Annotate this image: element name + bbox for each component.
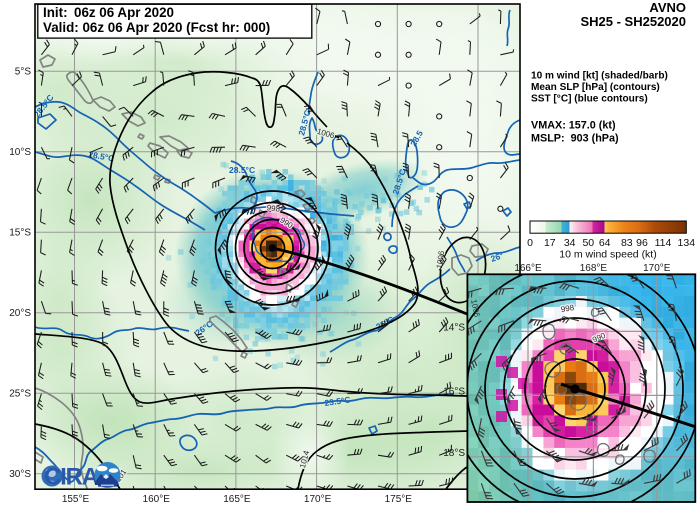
svg-text:10°S: 10°S <box>9 147 31 158</box>
svg-text:20°S: 20°S <box>9 308 31 319</box>
svg-text:18°S: 18°S <box>443 448 465 459</box>
svg-text:28.5°C: 28.5°C <box>532 178 546 205</box>
svg-text:166°E: 166°E <box>514 263 542 274</box>
svg-text:5°S: 5°S <box>15 67 32 78</box>
svg-text:SST [°C] (blue contours): SST [°C] (blue contours) <box>531 94 648 105</box>
svg-text:155°E: 155°E <box>62 494 90 505</box>
svg-text:VMAX: 157.0 (kt): VMAX: 157.0 (kt) <box>531 120 616 132</box>
svg-text:10 m wind [kt] (shaded/barb): 10 m wind [kt] (shaded/barb) <box>531 71 668 82</box>
svg-text:998: 998 <box>560 303 575 314</box>
svg-text:26°: 26° <box>489 250 505 264</box>
svg-text:30°S: 30°S <box>9 469 31 480</box>
svg-text:114: 114 <box>655 237 672 249</box>
svg-text:64: 64 <box>599 237 611 249</box>
svg-text:0: 0 <box>527 237 533 249</box>
svg-text:MSLP: 903 (hPa): MSLP: 903 (hPa) <box>531 133 619 145</box>
svg-text:165°E: 165°E <box>223 494 251 505</box>
svg-text:982: 982 <box>267 250 277 263</box>
svg-text:170°E: 170°E <box>643 263 671 274</box>
svg-text:Valid: 06z 06 Apr 2020 (Fcst h: Valid: 06z 06 Apr 2020 (Fcst hr: 000) <box>43 20 270 35</box>
svg-text:1006: 1006 <box>469 299 482 319</box>
svg-text:17: 17 <box>544 237 556 249</box>
svg-text:28.5°C: 28.5°C <box>88 149 115 163</box>
svg-text:96: 96 <box>636 237 648 249</box>
svg-text:AVNO: AVNO <box>649 0 686 15</box>
svg-text:168°E: 168°E <box>580 263 608 274</box>
svg-text:83: 83 <box>621 237 633 249</box>
svg-text:06z 06 Apr 2020: 06z 06 Apr 2020 <box>74 5 174 20</box>
svg-text:134: 134 <box>678 237 696 249</box>
svg-text:23.5°C: 23.5°C <box>324 394 351 408</box>
svg-text:SH25 - SH252020: SH25 - SH252020 <box>580 14 686 29</box>
svg-text:Init:: Init: <box>43 5 68 20</box>
svg-text:15°S: 15°S <box>9 228 31 239</box>
svg-text:Mean SLP [hPa] (contours): Mean SLP [hPa] (contours) <box>531 82 660 93</box>
svg-text:14°S: 14°S <box>443 322 465 333</box>
svg-text:50: 50 <box>582 237 594 249</box>
svg-text:160°E: 160°E <box>143 494 171 505</box>
svg-text:175°E: 175°E <box>385 494 413 505</box>
svg-text:28.5°C: 28.5°C <box>229 165 255 175</box>
svg-text:25°S: 25°S <box>9 389 31 400</box>
svg-text:170°E: 170°E <box>304 494 332 505</box>
svg-text:34: 34 <box>564 237 576 249</box>
svg-text:1006: 1006 <box>435 250 446 269</box>
svg-text:10 m wind speed (kt): 10 m wind speed (kt) <box>559 249 656 261</box>
svg-text:CIRA: CIRA <box>44 464 99 491</box>
svg-text:16°S: 16°S <box>443 386 465 397</box>
